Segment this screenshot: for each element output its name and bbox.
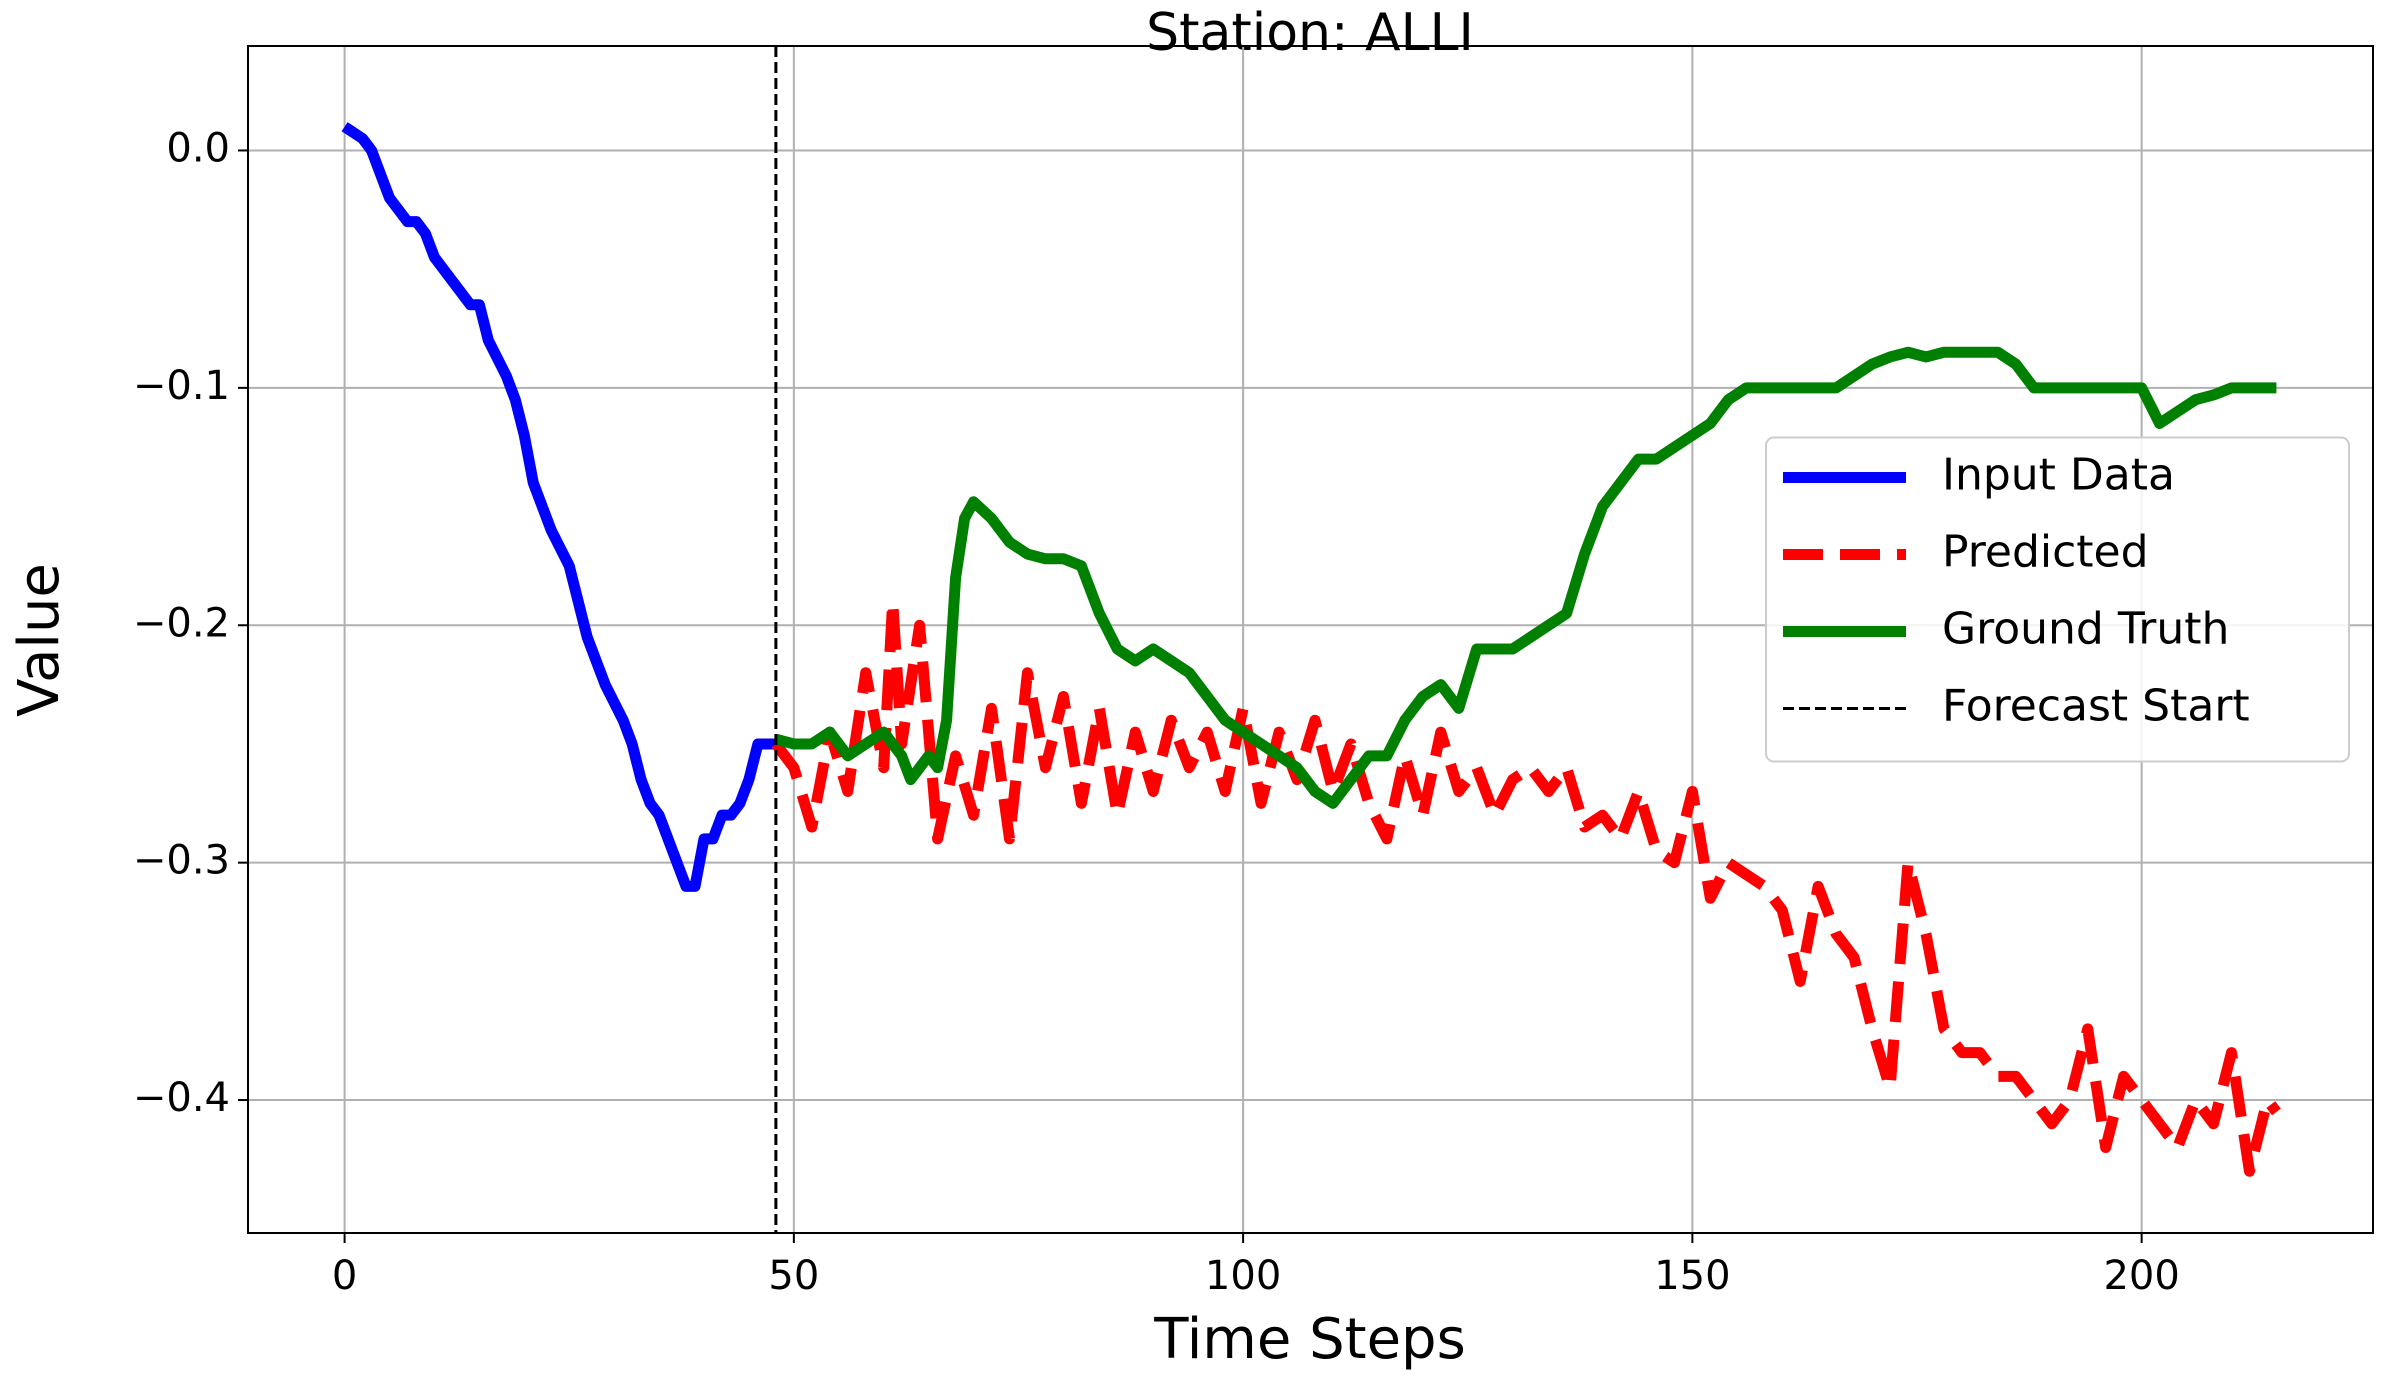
x-tick-label: 150: [1654, 1253, 1730, 1299]
plot-frame: [247, 45, 2374, 1234]
y-tick-label: −0.3: [133, 838, 230, 884]
series-line: [341, 122, 776, 892]
legend-label: Ground Truth: [1942, 604, 2229, 655]
legend-box: [1765, 436, 2350, 763]
legend-label: Forecast Start: [1942, 681, 2250, 732]
y-tick-label: −0.2: [133, 600, 230, 646]
series-line: [774, 346, 2277, 809]
x-axis-label: Time Steps: [1153, 1307, 1466, 1372]
y-tick-label: −0.1: [133, 363, 230, 409]
x-tick-label: 200: [2103, 1253, 2179, 1299]
x-tick-label: 100: [1205, 1253, 1281, 1299]
y-tick-label: 0.0: [166, 125, 230, 171]
x-tick-label: 0: [332, 1253, 357, 1299]
legend-label: Input Data: [1942, 450, 2175, 501]
chart-title: Station: ALLI: [1146, 3, 1474, 63]
legend-label: Predicted: [1942, 527, 2149, 578]
y-tick-label: −0.4: [133, 1075, 230, 1121]
x-tick-label: 50: [768, 1253, 819, 1299]
y-axis-label: Value: [7, 563, 72, 717]
series-line: [771, 596, 2281, 1177]
